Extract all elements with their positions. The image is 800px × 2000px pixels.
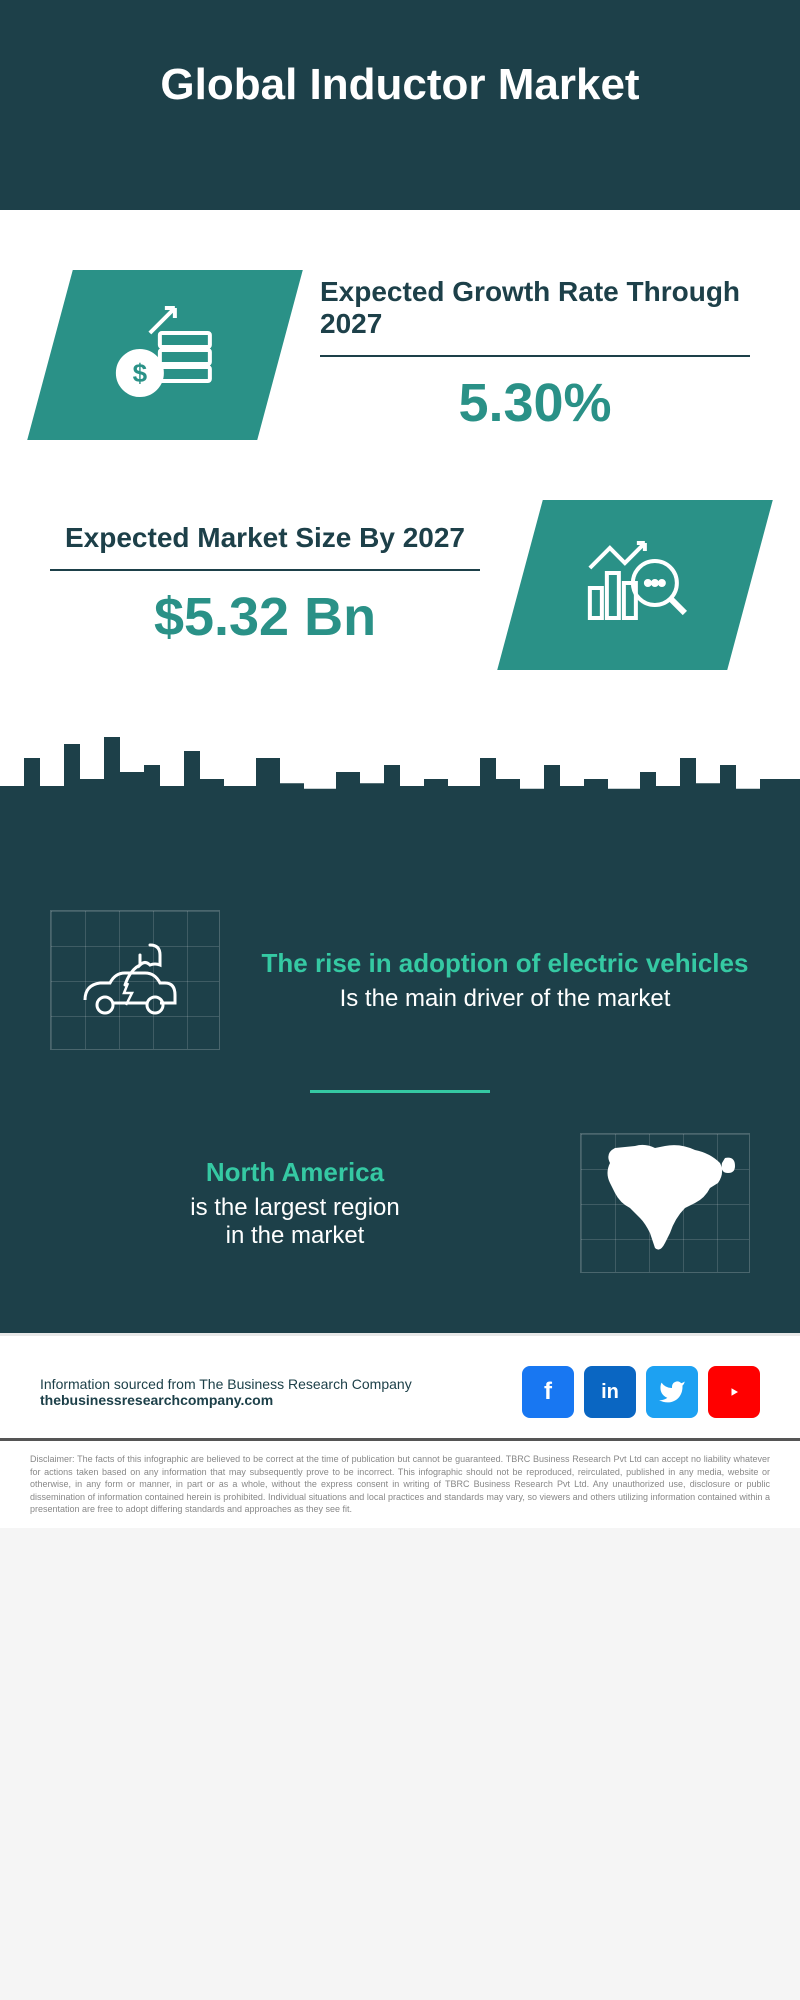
region-highlight: North America [50,1157,540,1188]
parallelogram-left: $ [27,270,303,440]
north-america-map-icon [580,1133,750,1273]
money-growth-icon: $ [105,298,225,413]
svg-text:$: $ [133,358,148,388]
footer: Information sourced from The Business Re… [0,1333,800,1438]
facebook-icon[interactable]: f [522,1366,574,1418]
region-subtext-2: in the market [226,1222,365,1249]
infographic-container: Global Inductor Market $ Expected Growth… [0,0,800,1528]
youtube-icon[interactable] [708,1366,760,1418]
green-divider [310,1090,490,1093]
stat-growth-rate: $ Expected Growth Rate Through 2027 5.30… [50,270,750,440]
source-label: Information sourced from The Business Re… [40,1376,412,1392]
source-block: Information sourced from The Business Re… [40,1376,412,1408]
stat-label: Expected Growth Rate Through 2027 [320,276,750,340]
region-subtext-1: is the largest region [190,1194,399,1221]
stat-value: $5.32 Bn [50,586,480,648]
stat-label: Expected Market Size By 2027 [50,522,480,554]
region-row: North America is the largest region in t… [50,1133,750,1273]
divider [320,355,750,357]
driver-subtext: Is the main driver of the market [340,985,671,1012]
disclaimer: Disclaimer: The facts of this infographi… [0,1438,800,1528]
stats-section: $ Expected Growth Rate Through 2027 5.30… [0,210,800,670]
page-title: Global Inductor Market [50,60,750,110]
divider [50,569,480,571]
source-url: thebusinessresearchcompany.com [40,1392,412,1408]
driver-text: The rise in adoption of electric vehicle… [260,948,750,1013]
stat-market-size: Expected Market Size By 2027 $5.32 Bn [50,500,750,670]
ev-car-icon [50,910,220,1050]
dark-section: The rise in adoption of electric vehicle… [0,870,800,1333]
header: Global Inductor Market [0,0,800,210]
skyline-silhouette [0,730,800,870]
stat-value: 5.30% [320,372,750,434]
linkedin-icon[interactable]: in [584,1366,636,1418]
social-icons: f in [522,1366,760,1418]
driver-row: The rise in adoption of electric vehicle… [50,910,750,1050]
stat-text-block: Expected Market Size By 2027 $5.32 Bn [50,522,480,648]
chart-magnify-icon [575,528,695,643]
parallelogram-right [497,500,773,670]
driver-highlight: The rise in adoption of electric vehicle… [260,948,750,979]
twitter-icon[interactable] [646,1366,698,1418]
region-text: North America is the largest region in t… [50,1157,540,1250]
stat-text-block: Expected Growth Rate Through 2027 5.30% [320,276,750,434]
